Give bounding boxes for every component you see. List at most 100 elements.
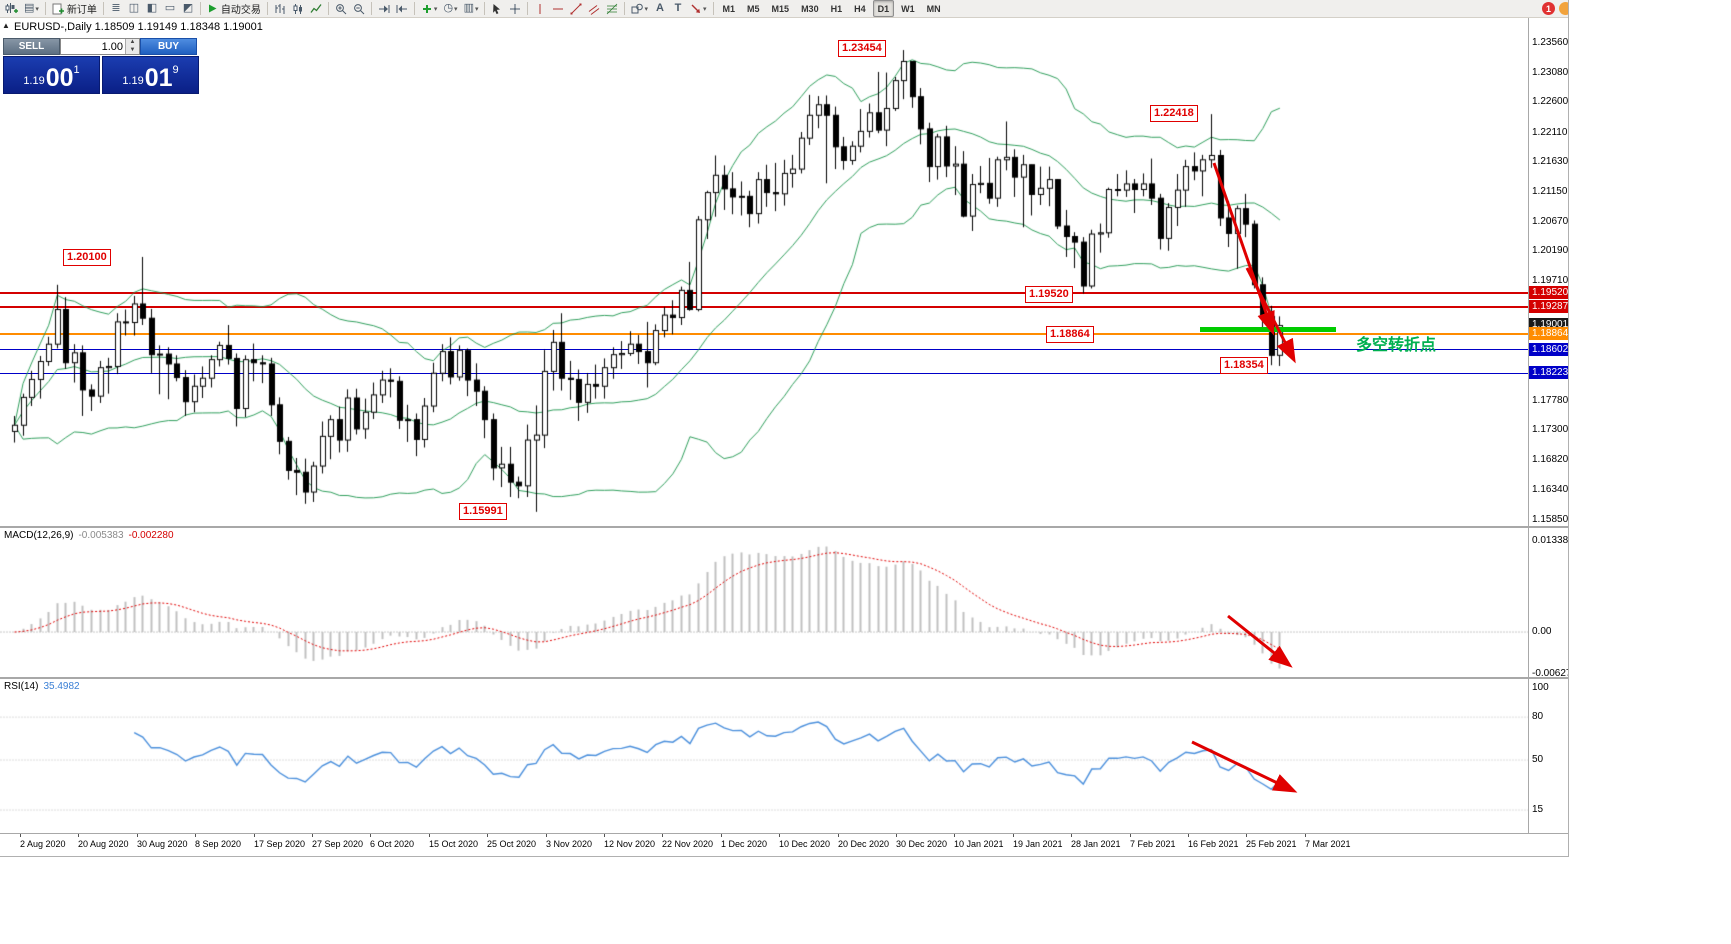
date-axis-label: 30 Dec 2020 — [896, 839, 948, 849]
price-chart-canvas[interactable] — [0, 18, 1528, 526]
date-axis-tick — [195, 834, 196, 837]
panel-separator[interactable] — [0, 526, 1568, 528]
text-label-icon[interactable]: T — [674, 2, 682, 14]
ask-price-main: 01 — [144, 64, 173, 92]
periods-dropdown-icon[interactable]: ◷ ▾ — [443, 2, 458, 14]
fibonacci-icon[interactable] — [603, 1, 621, 17]
zoom-in-icon[interactable] — [332, 1, 350, 17]
autotrading-button[interactable]: 自动交易 — [204, 1, 264, 17]
turning-point-label[interactable]: 多空转折点 — [1356, 337, 1437, 354]
buy-button[interactable]: BUY — [140, 38, 197, 55]
date-axis-tick — [721, 834, 722, 837]
timeframe-button-H1[interactable]: H1 — [830, 3, 843, 14]
date-axis-label: 10 Jan 2021 — [954, 839, 1004, 849]
timeframe-button-H4[interactable]: H4 — [854, 3, 866, 14]
date-axis-tick — [20, 834, 21, 837]
bid-price-display[interactable]: 1.19 00 1 — [3, 56, 100, 94]
data-window-icon[interactable]: ◫ — [128, 2, 140, 14]
sell-button[interactable]: SELL — [3, 38, 60, 55]
volume-decrease-button[interactable]: ▼ — [126, 46, 139, 54]
new-order-button[interactable]: 新订单 — [49, 1, 100, 17]
rsi-axis-label: 80 — [1532, 711, 1544, 722]
price-axis-tick: 1.17780 — [1532, 395, 1569, 406]
horizontal-line-icon[interactable] — [549, 1, 567, 17]
navigator-icon[interactable]: ◧ — [146, 2, 158, 14]
toolbar-separator — [527, 2, 529, 15]
chart-ohlc-title: EURUSD-,Daily 1.18509 1.19149 1.18348 1.… — [14, 21, 263, 33]
price-callout[interactable]: 1.20100 — [63, 249, 111, 266]
macd-label: MACD(12,26,9) -0.005383 -0.002280 — [4, 530, 174, 541]
timeframe-button-MN[interactable]: MN — [926, 3, 941, 14]
auto-scroll-icon[interactable] — [375, 1, 393, 17]
channel-icon[interactable] — [585, 1, 603, 17]
text-icon[interactable]: A — [656, 2, 664, 14]
autotrading-label: 自动交易 — [220, 5, 261, 16]
mt4-window: ▤ ▾ 新订单 ≣ ◫ ◧ ▭ ◩ 自动交易 — [0, 0, 1569, 857]
toolbar-separator — [44, 2, 46, 15]
panel-separator[interactable] — [0, 677, 1568, 679]
one-click-collapse-button[interactable]: ▲ — [2, 21, 10, 30]
ask-price-display[interactable]: 1.19 01 9 — [102, 56, 199, 94]
templates-dropdown-icon[interactable]: ▥ ▾ — [463, 2, 479, 14]
trendline-icon[interactable] — [567, 1, 585, 17]
market-watch-icon[interactable]: ≣ — [111, 2, 121, 14]
new-chart-icon[interactable] — [2, 1, 21, 17]
timeframe-button-W1[interactable]: W1 — [901, 3, 915, 14]
timeframe-button-M5[interactable]: M5 — [747, 3, 760, 14]
date-axis-label: 17 Sep 2020 — [254, 839, 306, 849]
price-callout[interactable]: 1.19520 — [1025, 286, 1073, 303]
price-callout[interactable]: 1.23454 — [838, 40, 886, 57]
date-axis-tick — [838, 834, 839, 837]
rsi-canvas[interactable] — [0, 679, 1528, 833]
crosshair-icon[interactable] — [506, 1, 524, 17]
alert-icon[interactable] — [1559, 2, 1568, 15]
notification-badge[interactable]: 1 — [1542, 2, 1555, 15]
terminal-icon[interactable]: ▭ — [164, 2, 176, 14]
price-axis-marker: 1.18223 — [1529, 366, 1568, 379]
chart-window: ▲ EURUSD-,Daily 1.18509 1.19149 1.18348 … — [0, 18, 1568, 856]
one-click-trading-panel: SELL ▲ ▼ BUY 1.19 00 1 1.19 — [3, 38, 201, 94]
macd-signal-value: -0.002280 — [128, 530, 174, 541]
volume-increase-button[interactable]: ▲ — [126, 39, 139, 47]
strategy-tester-icon[interactable]: ◩ — [182, 2, 194, 14]
toolbar-separator — [266, 2, 268, 15]
bar-chart-icon[interactable] — [271, 1, 289, 17]
toolbar-separator — [102, 2, 104, 15]
date-axis-tick — [779, 834, 780, 837]
toolbar-separator — [327, 2, 329, 15]
turning-point-highlight[interactable] — [1200, 327, 1336, 332]
date-axis-label: 8 Sep 2020 — [195, 839, 242, 849]
macd-canvas[interactable] — [0, 528, 1528, 677]
shapes-icon[interactable]: ▾ — [628, 1, 651, 17]
timeframe-button-M1[interactable]: M1 — [722, 3, 736, 14]
time-axis[interactable]: 2 Aug 2020 20 Aug 2020 30 Aug 2020 8 Sep 20… — [0, 833, 1568, 856]
toolbar-separator — [484, 2, 486, 15]
volume-input[interactable] — [61, 39, 125, 54]
cursor-icon[interactable] — [488, 1, 506, 17]
price-axis[interactable]: 1.23560 1.23080 1.22600 1.22110 1.21630 1.211… — [1528, 18, 1569, 833]
profiles-icon[interactable]: ▤ ▾ — [24, 2, 39, 14]
indicators-icon[interactable]: ▾ — [418, 1, 441, 17]
date-axis-tick — [1130, 834, 1131, 837]
date-axis-tick — [137, 834, 138, 837]
vertical-line-icon[interactable] — [531, 1, 549, 17]
line-chart-icon[interactable] — [307, 1, 325, 17]
date-axis-label: 7 Feb 2021 — [1130, 839, 1176, 849]
date-axis-tick — [662, 834, 663, 837]
ohlc-text: EURUSD-,Daily 1.18509 1.19149 1.18348 1.… — [14, 21, 263, 33]
timeframe-button-M30[interactable]: M30 — [801, 3, 819, 14]
price-callout[interactable]: 1.15991 — [459, 503, 507, 520]
price-callout[interactable]: 1.22418 — [1150, 105, 1198, 122]
zoom-out-icon[interactable] — [350, 1, 368, 17]
date-axis-label: 20 Aug 2020 — [78, 839, 129, 849]
volume-field: ▲ ▼ — [60, 38, 140, 55]
date-axis-tick — [429, 834, 430, 837]
date-axis-tick — [604, 834, 605, 837]
candlestick-chart-icon[interactable] — [289, 1, 307, 17]
timeframe-button-M15[interactable]: M15 — [771, 3, 790, 14]
arrow-tools-icon[interactable]: ▾ — [687, 1, 710, 17]
chart-shift-icon[interactable] — [393, 1, 411, 17]
timeframe-button-D1[interactable]: D1 — [872, 0, 895, 17]
price-callout[interactable]: 1.18864 — [1046, 326, 1094, 343]
price-callout[interactable]: 1.18354 — [1220, 357, 1268, 374]
